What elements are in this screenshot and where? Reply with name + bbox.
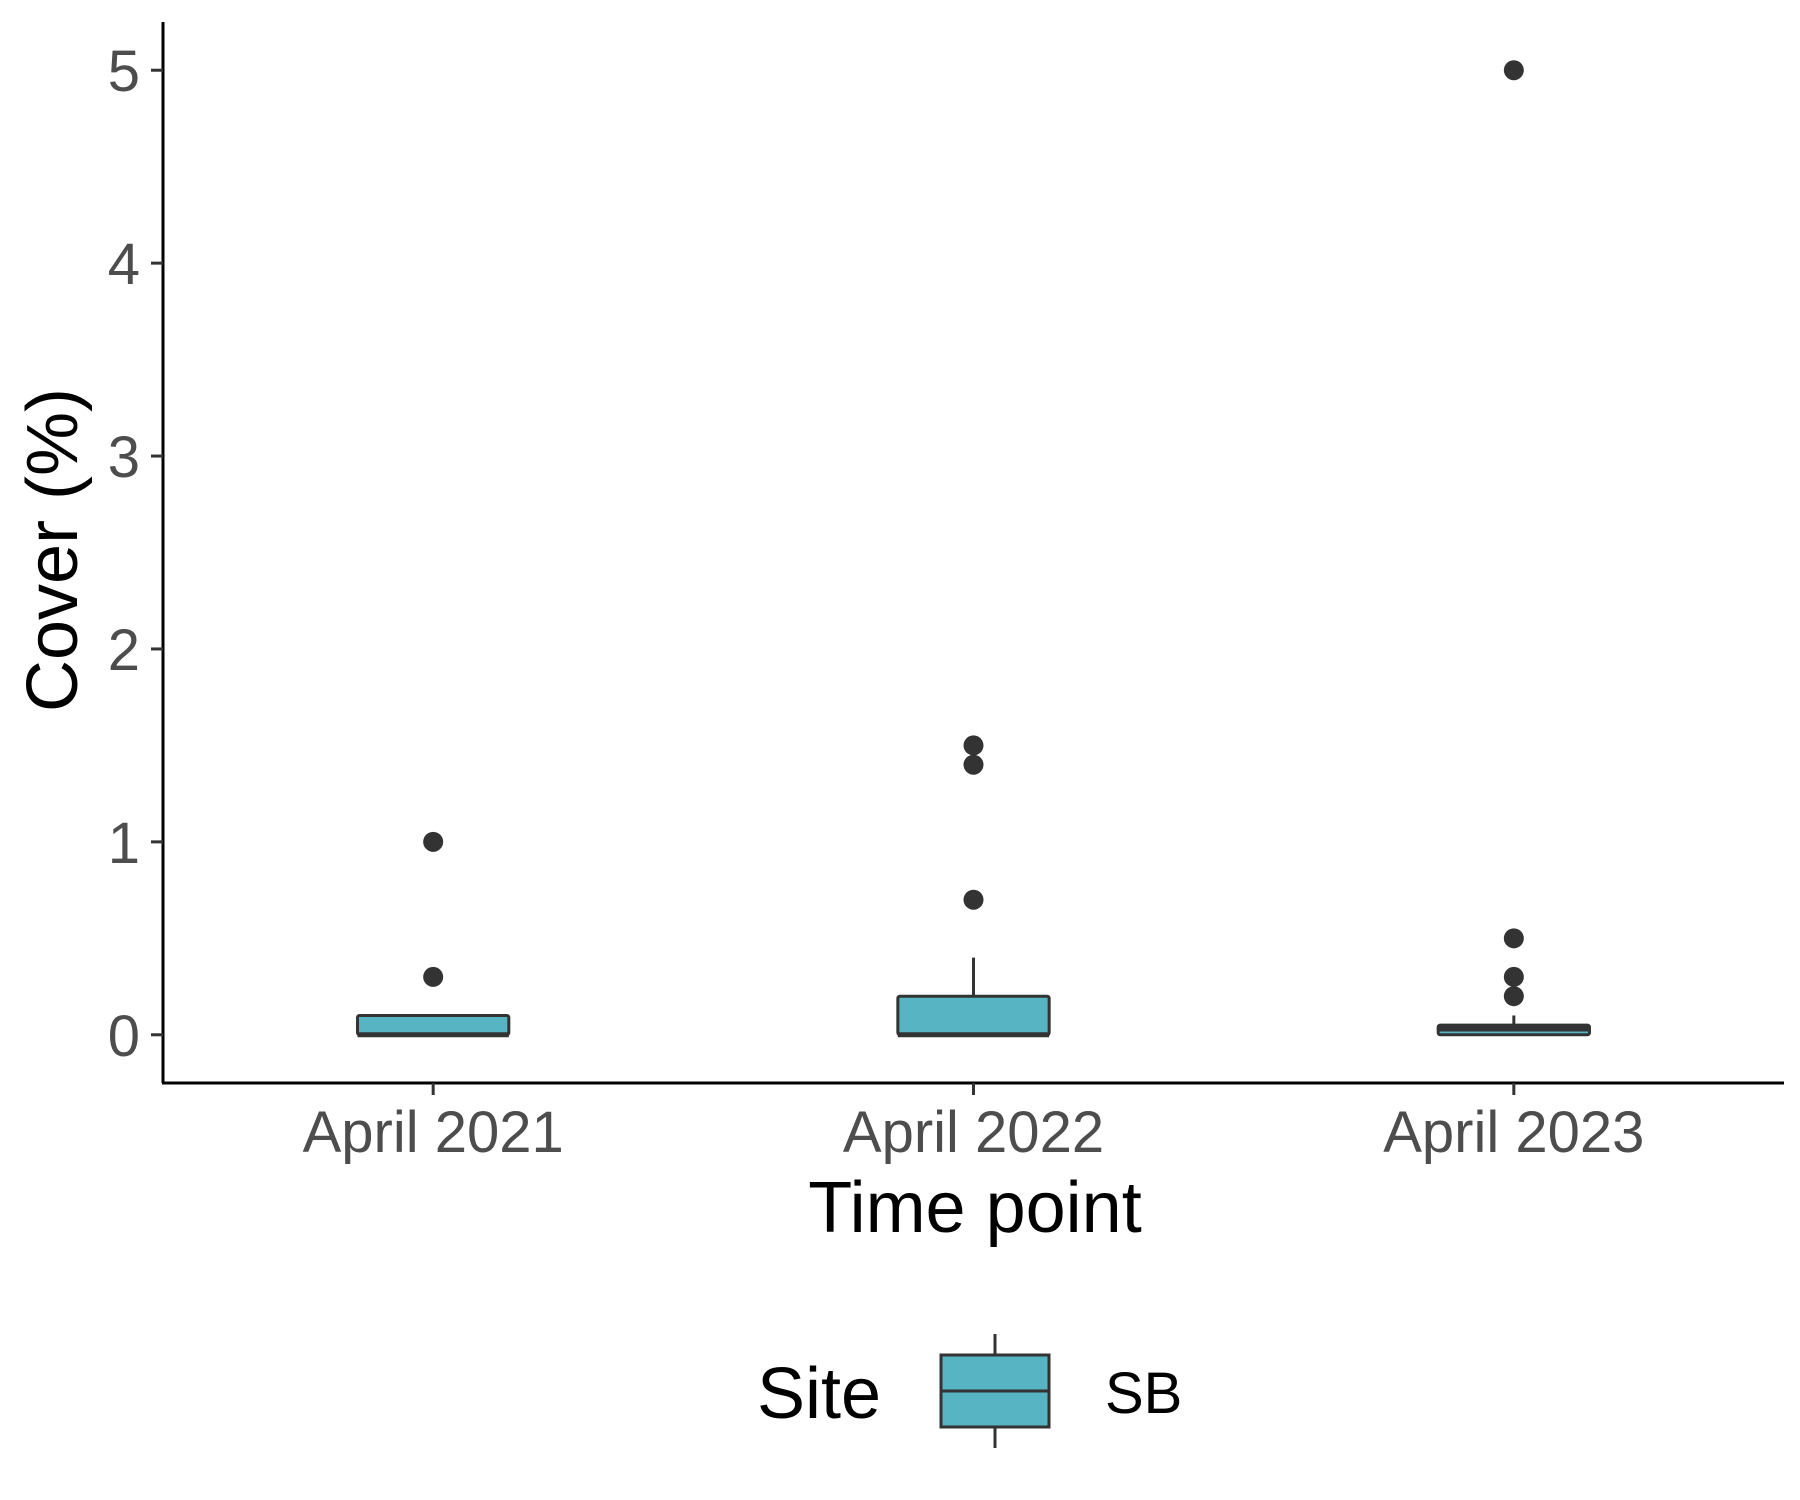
y-axis-title: Cover (%) xyxy=(13,388,93,712)
box-group xyxy=(1436,60,1591,1037)
x-tick-label: April 2021 xyxy=(303,1100,564,1165)
legend-title: Site xyxy=(757,1354,881,1434)
outlier-point xyxy=(1503,928,1524,949)
outlier-point xyxy=(963,735,984,756)
axes xyxy=(161,22,1784,1085)
box-group xyxy=(356,831,511,1038)
outlier-point xyxy=(423,966,444,987)
outlier-point xyxy=(1503,986,1524,1007)
outlier-point xyxy=(1503,60,1524,81)
y-tick-label: 2 xyxy=(108,618,140,683)
outlier-point xyxy=(1503,966,1524,987)
y-ticks: 0 1 2 3 4 5 xyxy=(108,39,163,1069)
box-group xyxy=(896,735,1051,1038)
outlier-point xyxy=(423,831,444,852)
x-ticks: April 2021 April 2022 April 2023 xyxy=(303,1083,1644,1165)
outlier-point xyxy=(963,889,984,910)
y-tick-label: 0 xyxy=(108,1004,140,1069)
boxes xyxy=(356,60,1591,1038)
x-tick-label: April 2023 xyxy=(1383,1100,1644,1165)
legend: Site SB xyxy=(757,1334,1182,1448)
y-tick-label: 4 xyxy=(108,232,140,297)
outlier-point xyxy=(963,754,984,775)
y-tick-label: 5 xyxy=(108,39,140,104)
y-tick-label: 1 xyxy=(108,811,140,876)
box xyxy=(356,1013,511,1037)
y-tick-label: 3 xyxy=(108,425,140,490)
box xyxy=(896,994,1051,1037)
x-axis-title: Time point xyxy=(808,1168,1141,1248)
x-tick-label: April 2022 xyxy=(843,1100,1104,1165)
legend-label-sb: SB xyxy=(1105,1361,1182,1426)
